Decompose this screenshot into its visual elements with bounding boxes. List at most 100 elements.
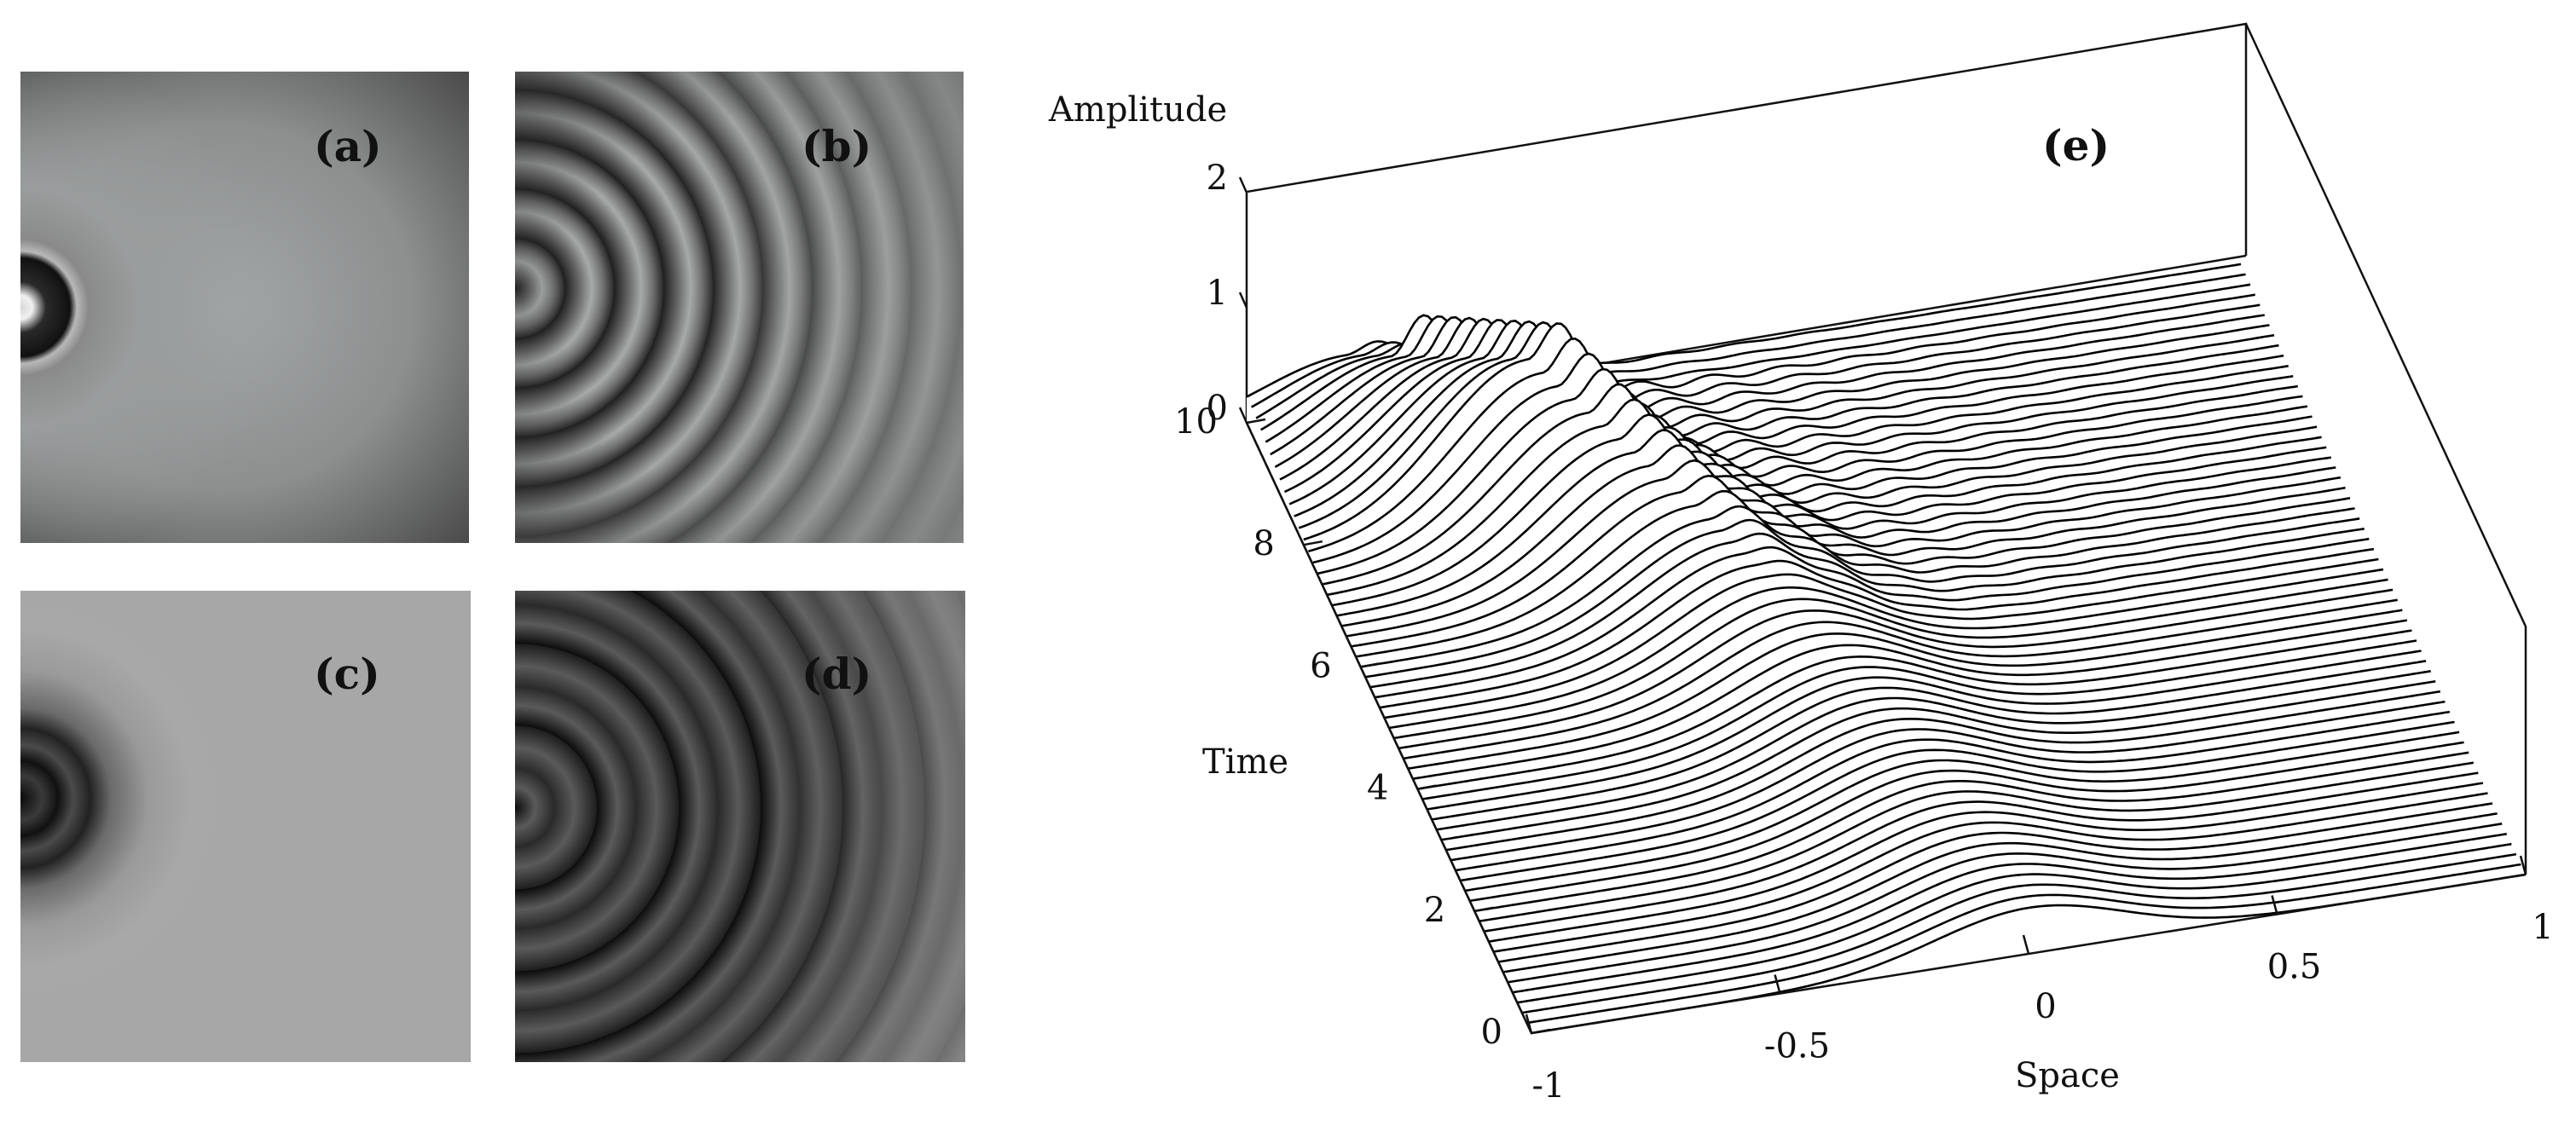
waterfall-line: [1497, 802, 2493, 963]
waterfall-line: [1322, 383, 2318, 586]
waterfall-line: [1384, 557, 2379, 719]
x-tick-label: -1: [1532, 1066, 1566, 1106]
y-tick-label: 0: [1481, 1013, 1502, 1052]
waterfall-line: [1375, 537, 2370, 699]
panel-d-image: (d): [515, 591, 965, 1062]
waterfall-line: [1493, 792, 2488, 953]
panel-c-image: (c): [20, 591, 471, 1062]
z-tick-label: 0: [1207, 389, 1228, 428]
waterfall-line: [1346, 459, 2342, 638]
waterfall-line: [1512, 833, 2507, 994]
waterfall-line: [1308, 337, 2303, 552]
waterfall-line: [1427, 650, 2422, 811]
waterfall-line: [1521, 852, 2517, 1014]
panel-a-image: (a): [20, 72, 469, 543]
waterfall-line: [1360, 505, 2355, 668]
waterfall-line: [1312, 352, 2308, 564]
waterfall-line: [1270, 314, 2265, 456]
waterfall-line: [1336, 429, 2331, 617]
waterfall-line: [1440, 680, 2436, 841]
tick-mark: [2271, 895, 2278, 915]
waterfall-line: [1393, 578, 2388, 740]
tick-mark: [1473, 906, 1494, 913]
tick-mark: [1531, 1028, 1551, 1035]
waterfall-line: [1351, 474, 2346, 648]
tick-mark: [2022, 934, 2030, 955]
waterfall-line: [1274, 316, 2270, 468]
waterfall-line: [1412, 619, 2407, 780]
x-axis-label: Space: [2015, 1056, 2120, 1095]
x-tick-label: 1: [2532, 908, 2553, 947]
waterfall-line: [1288, 320, 2284, 505]
waterfall-line: [1484, 771, 2479, 933]
waterfall-line: [1517, 842, 2512, 1004]
waterfall-line: [1260, 293, 2255, 431]
tick-mark: [1238, 292, 1248, 309]
waterfall-line: [1502, 812, 2498, 973]
waterfall-line: [1355, 489, 2351, 658]
tick-mark: [1238, 407, 1248, 424]
waterfall-line: [1460, 720, 2455, 882]
waterfall-line: [1408, 609, 2403, 770]
waterfall-line: [1421, 639, 2417, 800]
tick-mark: [1246, 418, 1266, 424]
waterfall-line: [1364, 517, 2360, 679]
waterfall-line: [1388, 568, 2384, 730]
z-axis-label: Amplitude: [1048, 90, 1227, 130]
panel-c-label: (c): [314, 649, 380, 699]
waterfall-line: [1283, 319, 2279, 494]
y-tick-label: 8: [1253, 524, 1274, 563]
tick-mark: [1238, 176, 1248, 193]
tick-mark: [1417, 784, 1437, 790]
tick-mark: [2519, 855, 2527, 875]
x-tick-label: -0.5: [1764, 1027, 1830, 1066]
waterfall-line: [1488, 782, 2484, 943]
waterfall-line: [1398, 588, 2394, 750]
waterfall-line: [1317, 367, 2313, 575]
y-axis-label: Time: [1202, 742, 1288, 782]
x-tick-label: 0: [2035, 987, 2056, 1026]
y-tick-label: 4: [1367, 769, 1388, 808]
waterfall-line: [1526, 863, 2521, 1025]
waterfall-line: [1469, 741, 2464, 903]
waterfall-line: [1331, 413, 2327, 607]
waterfall-lines: [1245, 263, 2527, 1035]
z-tick-label: 1: [1207, 274, 1228, 313]
waterfall-line: [1294, 320, 2289, 517]
waterfall-line: [1431, 660, 2427, 821]
panel-b-label: (b): [802, 121, 872, 171]
y-tick-label: 6: [1310, 646, 1331, 685]
tick-mark: [1525, 1014, 1533, 1034]
waterfall-line: [1298, 321, 2294, 529]
box-right-top: [2244, 23, 2527, 875]
tick-mark: [1774, 974, 1781, 994]
x-tick-label: 0.5: [2267, 948, 2322, 987]
waterfall-line: [1445, 690, 2440, 852]
panel-d-label: (d): [802, 649, 872, 699]
waterfall-line: [1379, 547, 2375, 709]
panel-e-label: (e): [2042, 120, 2110, 170]
waterfall-line: [1450, 700, 2446, 862]
panel-b-image: (b): [515, 72, 964, 543]
waterfall-line: [1265, 303, 2261, 443]
waterfall-line: [1479, 761, 2475, 922]
tick-mark: [1303, 540, 1323, 546]
panel-a-label: (a): [314, 121, 382, 171]
waterfall-line: [1417, 629, 2412, 790]
waterfall-line: [1303, 322, 2298, 541]
waterfall-line: [1341, 444, 2336, 627]
waterfall-line: [1464, 731, 2460, 892]
waterfall-line: [1474, 751, 2469, 913]
waterfall-line: [1369, 528, 2365, 689]
axis-ticks: [1238, 176, 2527, 1035]
waterfall-line: [1436, 670, 2431, 831]
waterfall-line: [1327, 398, 2322, 597]
z-tick-label: 2: [1207, 159, 1228, 198]
waterfall-line: [1455, 710, 2451, 872]
waterfall-line: [1508, 823, 2503, 984]
y-tick-label: 10: [1174, 402, 1218, 442]
waterfall-line: [1403, 598, 2398, 760]
waterfall-line: [1279, 317, 2275, 481]
tick-mark: [1360, 662, 1380, 668]
